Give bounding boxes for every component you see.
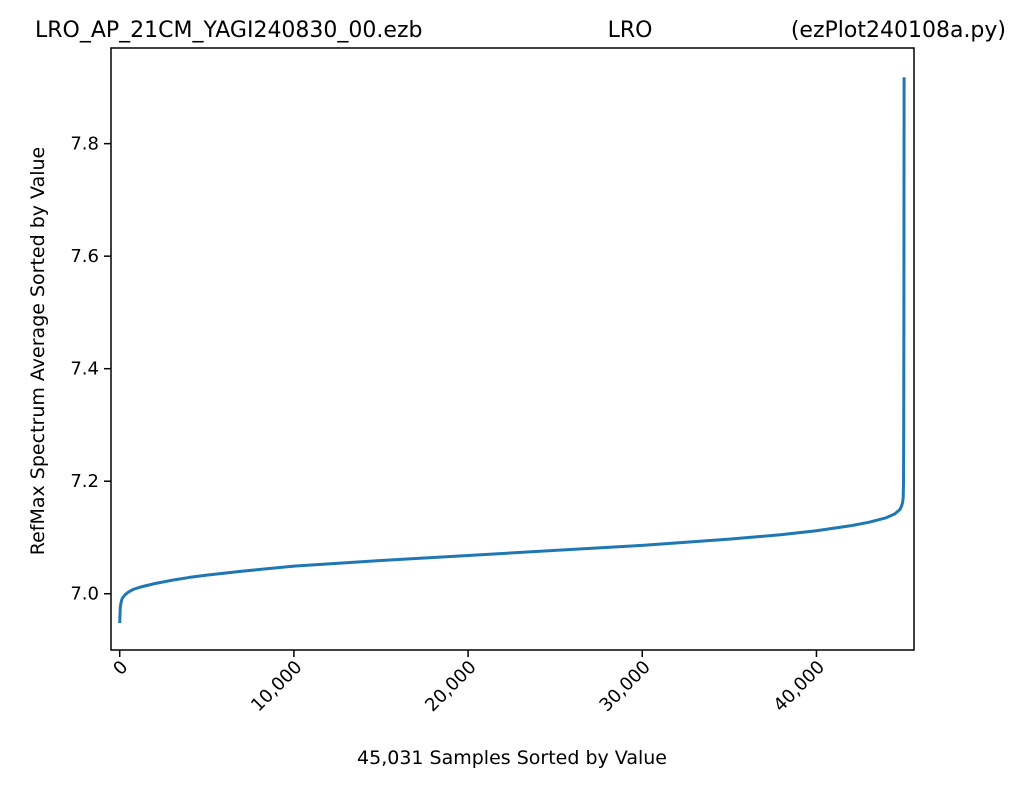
y-tick-label: 7.2 — [70, 471, 99, 492]
y-axis: 7.0 7.2 7.4 7.6 7.8 — [70, 134, 111, 605]
plot-area — [118, 77, 906, 624]
title-right: (ezPlot240108a.py) — [791, 18, 1006, 43]
x-axis-label: 45,031 Samples Sorted by Value — [357, 747, 667, 769]
axes-frame — [110, 47, 915, 651]
y-tick-label: 7.8 — [70, 134, 99, 155]
y-tick-label: 7.4 — [70, 359, 99, 380]
title-center: LRO — [608, 18, 653, 43]
y-axis-label: RefMax Spectrum Average Sorted by Value — [27, 147, 49, 555]
y-tick-label: 7.6 — [70, 246, 99, 267]
series-line-0 — [118, 77, 906, 624]
title-left: LRO_AP_21CM_YAGI240830_00.ezb — [35, 18, 422, 43]
y-tick-label: 7.0 — [70, 584, 99, 605]
